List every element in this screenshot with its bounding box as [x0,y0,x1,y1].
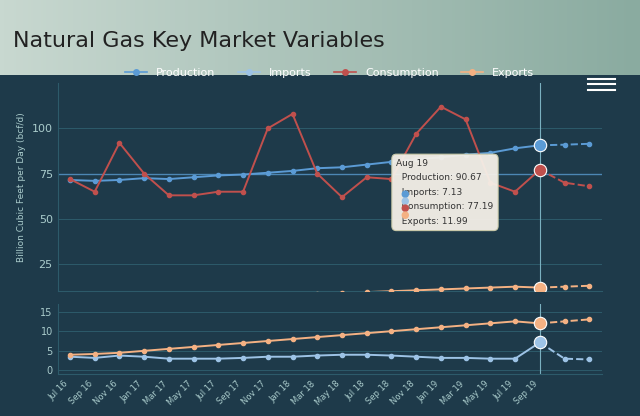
Y-axis label: Billion Cubic Feet per Day (bcf/d): Billion Cubic Feet per Day (bcf/d) [17,112,26,262]
Legend: Production, Imports, Consumption, Exports: Production, Imports, Consumption, Export… [121,63,538,82]
Point [534,320,545,327]
Point [534,339,545,346]
Point [534,284,545,291]
Text: ●: ● [401,210,410,220]
Text: ●: ● [401,189,410,199]
Text: ●: ● [401,196,410,206]
Text: ●: ● [401,203,410,213]
Point [534,166,545,173]
Point [534,293,545,300]
Point [534,142,545,149]
Text: Aug 19
  Production: 90.67
  Imports: 7.13
  Consumption: 77.19
  Exports: 11.99: Aug 19 Production: 90.67 Imports: 7.13 C… [396,158,493,226]
Text: Natural Gas Key Market Variables: Natural Gas Key Market Variables [13,31,385,51]
